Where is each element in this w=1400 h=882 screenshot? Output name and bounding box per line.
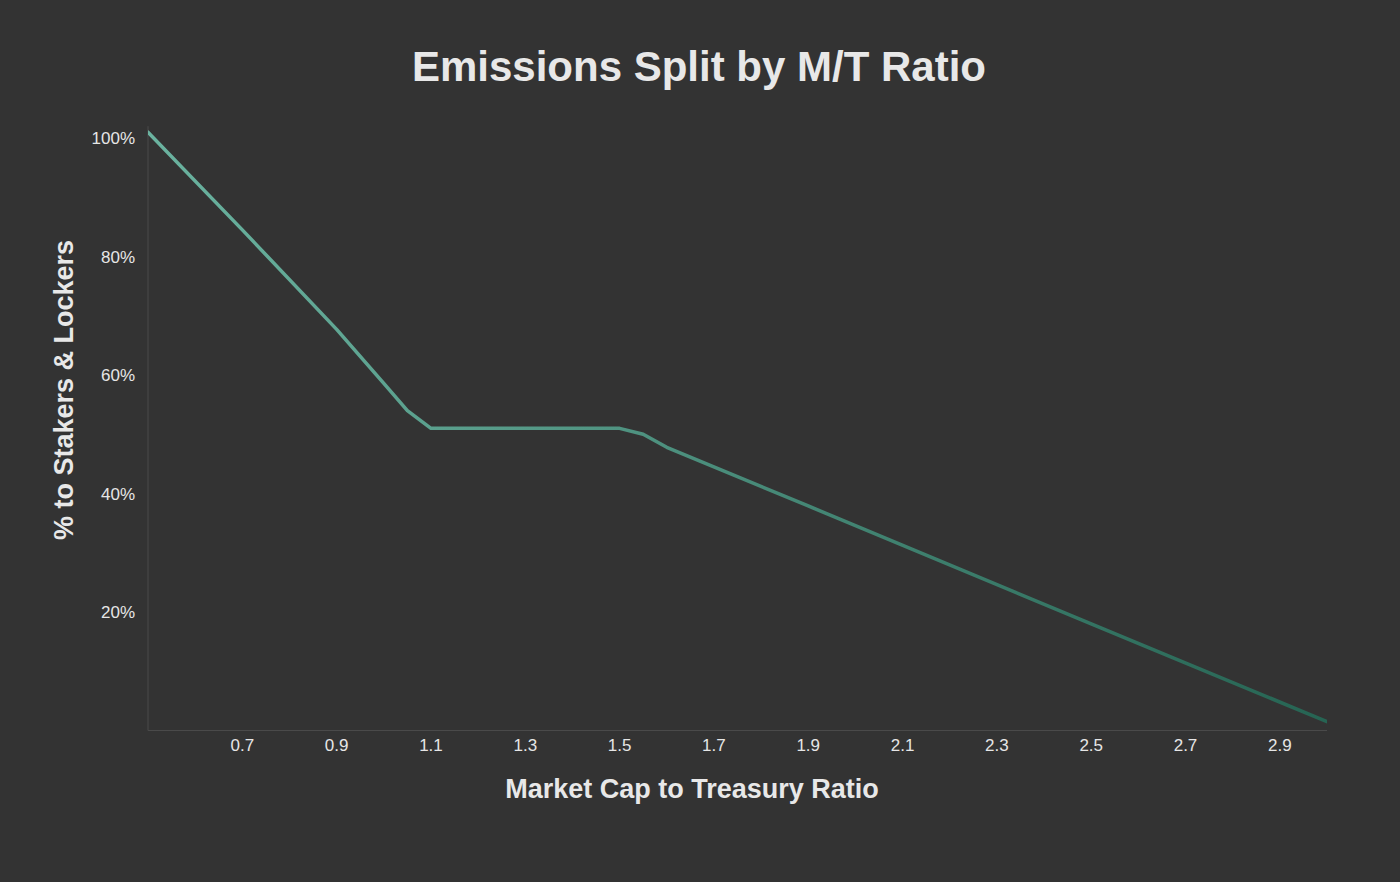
x-tick-label: 0.7 bbox=[230, 736, 254, 755]
data-line bbox=[148, 132, 1327, 721]
chart: Emissions Split by M/T Ratio Market Cap t… bbox=[0, 0, 1400, 882]
y-tick-label: 20% bbox=[101, 603, 135, 622]
y-axis-line bbox=[148, 126, 149, 730]
x-tick-label: 1.5 bbox=[608, 736, 632, 755]
x-tick-label: 1.7 bbox=[702, 736, 726, 755]
x-tick-label: 0.9 bbox=[325, 736, 349, 755]
x-axis-line bbox=[148, 730, 1327, 731]
x-tick-label: 1.9 bbox=[796, 736, 820, 755]
x-tick-label: 1.1 bbox=[419, 736, 443, 755]
x-tick-label: 2.9 bbox=[1268, 736, 1292, 755]
y-tick-label: 40% bbox=[101, 485, 135, 504]
y-axis-title: % to Stakers & Lockers bbox=[49, 240, 79, 540]
x-tick-label: 2.7 bbox=[1174, 736, 1198, 755]
y-tick-label: 80% bbox=[101, 248, 135, 267]
x-tick-label: 1.3 bbox=[513, 736, 537, 755]
x-axis-title: Market Cap to Treasury Ratio bbox=[505, 774, 879, 804]
y-tick-label: 100% bbox=[92, 129, 135, 148]
x-tick-label: 2.1 bbox=[891, 736, 915, 755]
x-tick-label: 2.3 bbox=[985, 736, 1009, 755]
y-tick-label: 60% bbox=[101, 366, 135, 385]
background bbox=[0, 0, 1400, 882]
title: Emissions Split by M/T Ratio bbox=[412, 43, 986, 90]
plot-area bbox=[148, 132, 1327, 721]
x-tick-label: 2.5 bbox=[1079, 736, 1103, 755]
